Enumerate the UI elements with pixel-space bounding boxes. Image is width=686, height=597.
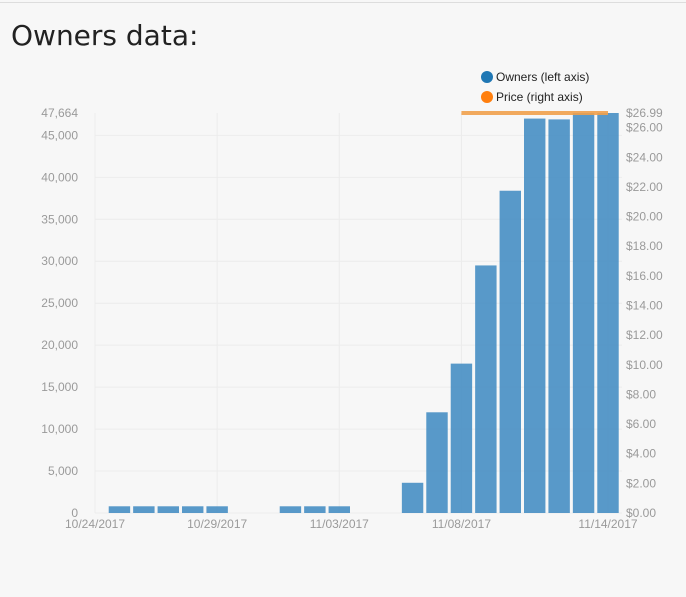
- owners-bars: [108, 113, 619, 514]
- legend-marker: [481, 71, 493, 83]
- y-right-tick-label: $4.00: [626, 447, 656, 461]
- y-left-tick-label: 5,000: [48, 464, 78, 478]
- owners-bar: [182, 506, 204, 513]
- owners-bar: [450, 363, 473, 513]
- y-axis-right: $0.00 $2.00 $4.00 $6.00 $8.00 $10.00 $12.00 $14…: [626, 106, 663, 520]
- y-left-tick-label: 20,000: [41, 338, 78, 352]
- y-right-tick-label: $20.00: [626, 210, 663, 224]
- y-right-tick-label: $18.00: [626, 239, 663, 253]
- legend-label: Price (right axis): [496, 90, 583, 104]
- page-title: Owners data:: [11, 19, 199, 52]
- legend-label: Owners (left axis): [496, 70, 589, 84]
- y-left-tick-label: 0: [71, 506, 78, 520]
- owners-bar: [133, 506, 155, 513]
- y-left-max-label: 47,664: [41, 106, 78, 120]
- owners-bar: [108, 506, 131, 513]
- y-right-tick-label: $6.00: [626, 417, 656, 431]
- owners-bar: [426, 412, 448, 513]
- y-left-tick-label: 15,000: [41, 380, 78, 394]
- owners-bar: [597, 113, 619, 513]
- x-tick-label: 11/08/2017: [432, 517, 491, 531]
- y-left-tick-label: 30,000: [41, 254, 78, 268]
- y-right-tick-label: $0.00: [626, 506, 656, 520]
- owners-bar: [572, 113, 595, 513]
- y-left-tick-label: 40,000: [41, 170, 78, 184]
- owners-bar: [157, 506, 179, 513]
- y-right-tick-label: $24.00: [626, 150, 663, 164]
- y-right-tick-label: $22.00: [626, 180, 663, 194]
- x-tick-label: 10/24/2017: [65, 517, 125, 531]
- y-right-tick-label: $2.00: [626, 476, 656, 490]
- owners-bar: [499, 190, 521, 514]
- top-rule: [0, 2, 686, 3]
- y-right-tick-label: $12.00: [626, 328, 663, 342]
- owners-bar: [548, 119, 570, 513]
- y-right-tick-label: $10.00: [626, 358, 663, 372]
- y-right-max-label: $26.99: [626, 106, 663, 120]
- owners-bar: [401, 482, 424, 513]
- x-axis: 10/24/2017 10/29/2017 11/03/2017 11/08/2017…: [65, 517, 638, 531]
- y-right-tick-label: $16.00: [626, 269, 663, 283]
- owners-bar: [475, 265, 497, 513]
- legend-marker: [481, 91, 493, 103]
- y-left-tick-label: 10,000: [41, 422, 78, 436]
- y-axis-left: 0 5,000 10,000 15,000 20,000 25,000 30,000 35,0…: [41, 106, 78, 520]
- y-right-tick-label: $8.00: [626, 387, 656, 401]
- y-left-tick-label: 45,000: [41, 128, 78, 142]
- y-left-tick-label: 25,000: [41, 296, 78, 310]
- owners-bar: [328, 506, 350, 513]
- owners-bar: [279, 506, 302, 513]
- x-tick-label: 11/14/2017: [578, 517, 637, 531]
- y-right-tick-label: $26.00: [626, 121, 663, 135]
- y-right-tick-label: $14.00: [626, 299, 663, 313]
- owners-bar: [304, 506, 326, 513]
- legend: Owners (left axis) Price (right axis): [481, 70, 589, 104]
- y-left-tick-label: 35,000: [41, 212, 78, 226]
- owners-bar: [524, 118, 546, 514]
- owners-bar: [206, 506, 228, 513]
- x-tick-label: 10/29/2017: [187, 517, 247, 531]
- x-tick-label: 11/03/2017: [310, 517, 369, 531]
